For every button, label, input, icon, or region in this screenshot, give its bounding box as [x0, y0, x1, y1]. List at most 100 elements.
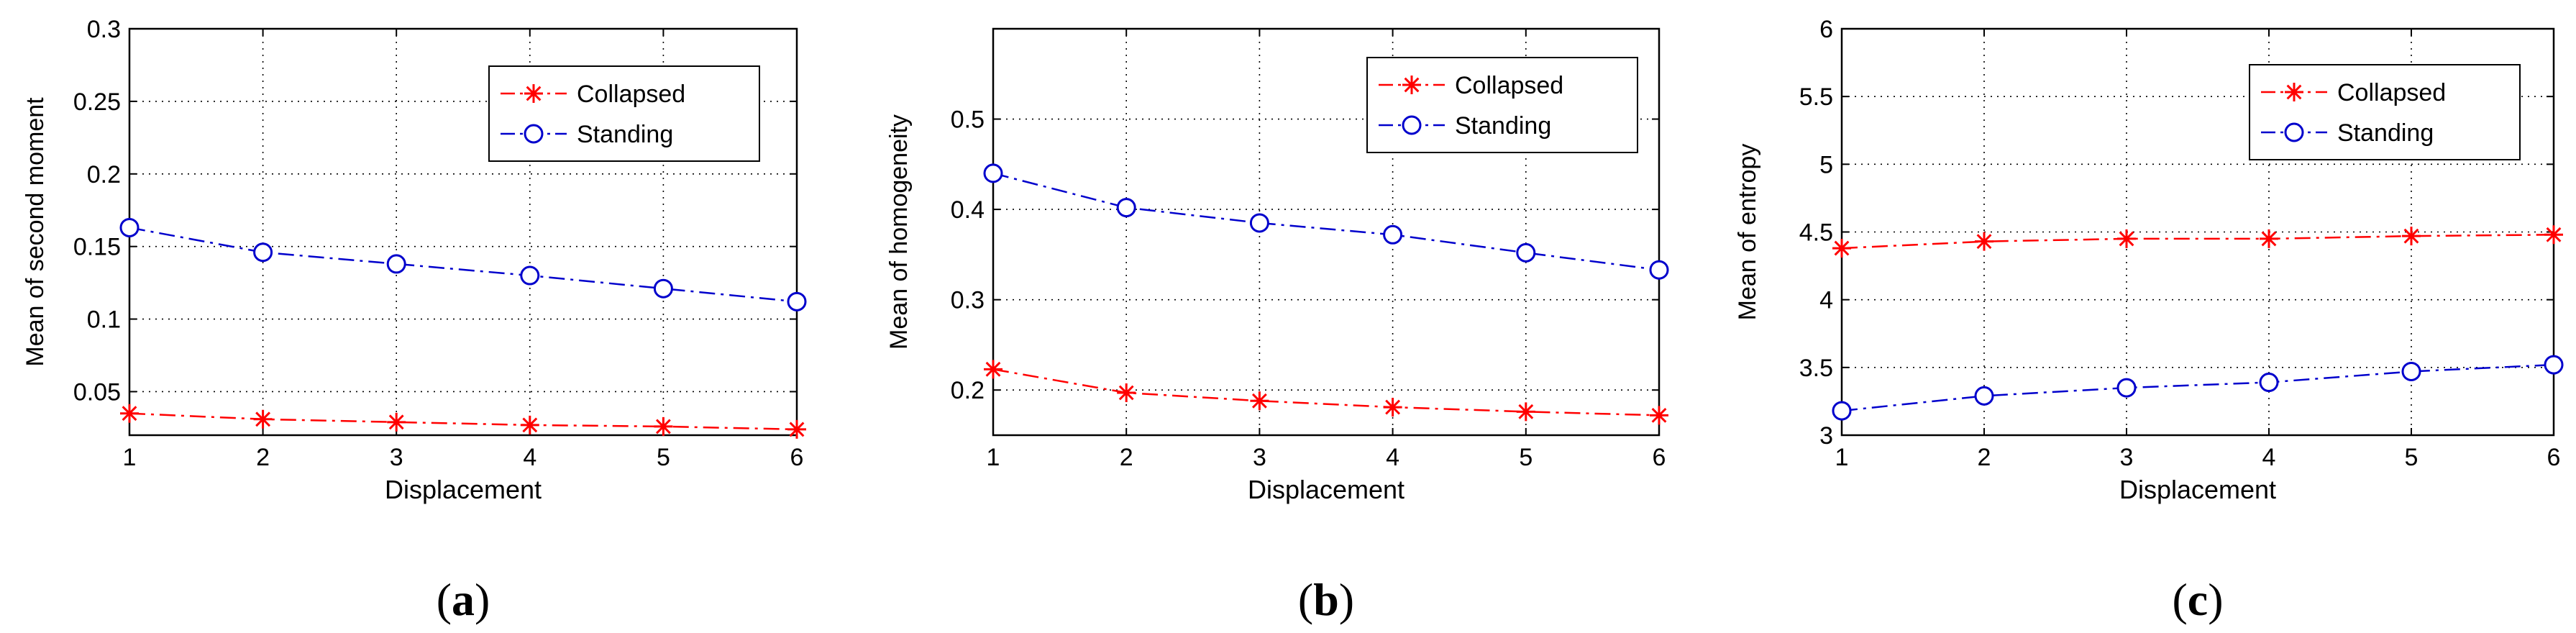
data-point: [253, 409, 273, 429]
data-point: [1650, 406, 1668, 425]
caption: (c): [2172, 574, 2223, 625]
y-tick-label: 3: [1819, 422, 1833, 450]
y-axis-label: Mean of homogeneity: [885, 114, 913, 350]
data-point: [253, 242, 273, 263]
series-collapsed: [984, 360, 1668, 425]
series-line: [129, 412, 798, 431]
legend-marker: [1402, 76, 1421, 94]
chart-c: 1 2 3 4 5 6 3 3.5 4 4.5 5 5.5 6 Displacement Mean of e…: [1734, 16, 2564, 625]
caption: (a): [437, 574, 490, 625]
y-tick-label: 4.5: [1799, 219, 1833, 247]
data-point: [2544, 355, 2564, 375]
data-point: [119, 217, 140, 237]
legend: Collapsed Standing: [1366, 57, 1638, 153]
data-point: [2117, 229, 2136, 248]
data-point: [1383, 224, 1403, 245]
x-tick-label: 4: [1386, 444, 1399, 471]
data-point: [120, 404, 139, 423]
legend-marker: [524, 84, 543, 103]
data-point: [2402, 227, 2421, 246]
y-tick-label: 0.3: [87, 16, 121, 43]
y-tick-label: 0.2: [951, 377, 985, 404]
x-tick-label: 4: [2262, 444, 2276, 471]
data-point: [1117, 383, 1136, 402]
y-tick-label: 0.05: [73, 378, 121, 406]
legend-box: [1366, 57, 1638, 153]
x-tick-label: 6: [1653, 444, 1666, 471]
series-collapsed: [120, 404, 806, 439]
x-tick-label: 5: [657, 444, 670, 471]
y-tick-label: 6: [1819, 16, 1833, 43]
legend-label: Collapsed: [577, 81, 685, 108]
data-point: [654, 416, 673, 436]
caption: (b): [1298, 574, 1354, 625]
data-point: [1116, 198, 1136, 218]
caption-letter: a: [452, 574, 475, 625]
legend-marker: [1402, 115, 1422, 135]
y-tick-label: 3.5: [1799, 355, 1833, 382]
data-point: [387, 412, 406, 432]
series-line: [992, 368, 1660, 416]
y-tick-label: 5: [1819, 151, 1833, 178]
data-point: [2260, 229, 2278, 248]
legend-label: Collapsed: [2337, 79, 2446, 106]
data-point: [1975, 232, 1993, 251]
x-tick-label: 5: [1519, 444, 1533, 471]
data-point: [984, 360, 1002, 379]
legend-marker: [2285, 83, 2303, 101]
y-tick-label: 0.15: [73, 234, 121, 261]
y-tick-label: 0.5: [951, 106, 985, 134]
y-tick-label: 5.5: [1799, 83, 1833, 111]
caption-paren-open: (: [1298, 574, 1313, 625]
chart-a: 1 2 3 4 5 6 0.05 0.1 0.15 0.2 0.25 0.3 Displacement M…: [22, 16, 807, 625]
chart-b: 1 2 3 4 5 6 0.2 0.3 0.4 0.5 Displacement Mean of ho…: [885, 27, 1669, 625]
legend: Collapsed Standing: [2249, 64, 2521, 160]
legend-label: Standing: [1455, 112, 1551, 140]
data-point: [1516, 402, 1535, 422]
x-axis-label: Displacement: [385, 475, 542, 504]
x-tick-label: 1: [123, 444, 137, 471]
x-tick-label: 3: [1253, 444, 1266, 471]
legend-marker: [2284, 122, 2304, 142]
data-point: [386, 254, 406, 274]
data-point: [1832, 239, 1851, 258]
x-axis-label: Displacement: [1248, 475, 1405, 504]
x-tick-label: 5: [2405, 444, 2419, 471]
y-tick-label: 0.3: [951, 287, 985, 314]
caption-paren-close: ): [475, 574, 490, 625]
data-point: [653, 278, 673, 299]
x-tick-label: 2: [1978, 444, 1991, 471]
legend-marker: [524, 124, 544, 144]
x-tick-label: 1: [1835, 444, 1849, 471]
series-line: [129, 227, 798, 303]
series-line: [1841, 234, 2554, 250]
caption-paren-open: (: [2172, 574, 2187, 625]
y-axis-label: Mean of second moment: [22, 97, 49, 367]
data-point: [1649, 260, 1669, 280]
data-point: [2259, 373, 2279, 393]
series-standing: [983, 163, 1669, 280]
data-point: [2116, 378, 2137, 398]
data-point: [2544, 225, 2563, 245]
legend-box: [488, 65, 760, 162]
data-point: [520, 415, 539, 434]
x-tick-label: 1: [987, 444, 1000, 471]
data-point: [787, 291, 807, 311]
y-tick-label: 0.4: [951, 196, 985, 224]
y-tick-label: 4: [1819, 287, 1833, 314]
legend-label: Standing: [577, 121, 673, 148]
y-tick-label: 0.25: [73, 88, 121, 116]
data-point: [520, 265, 540, 286]
caption-paren-close: ): [1339, 574, 1354, 625]
data-point: [1250, 391, 1269, 411]
y-axis-label: Mean of entropy: [1734, 144, 1761, 321]
series-line: [992, 172, 1660, 271]
x-axis-label: Displacement: [2119, 475, 2276, 504]
series-collapsed: [1832, 225, 2563, 258]
axes-box: [992, 27, 1661, 437]
caption-paren-close: ): [2208, 574, 2223, 625]
x-tick-label: 4: [523, 444, 536, 471]
data-point: [1516, 242, 1536, 263]
y-tick-label: 0.2: [87, 161, 121, 188]
x-tick-label: 3: [390, 444, 403, 471]
